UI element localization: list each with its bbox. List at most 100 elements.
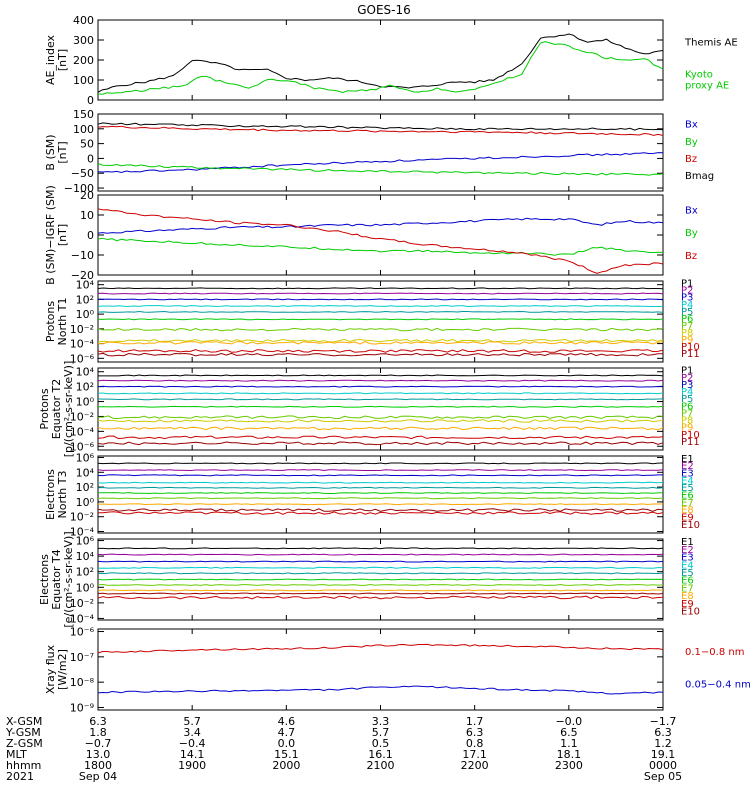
y-axis-label: [p/(cm²-s-sr-keV)] xyxy=(62,361,75,458)
ephemeris-date-end: Sep 05 xyxy=(644,770,682,783)
legend-entry: E10 xyxy=(681,607,700,618)
series-line-p9 xyxy=(97,426,664,431)
legend-entry: Bz xyxy=(685,251,697,262)
ephemeris-value: −0.0 xyxy=(555,715,582,728)
panel-frame xyxy=(97,455,664,534)
series-line-by xyxy=(97,237,664,256)
y-axis-label: Protons xyxy=(38,388,51,429)
ephemeris-value: −1.7 xyxy=(650,715,677,728)
legend-entry: 0.05−0.4 nm xyxy=(685,679,750,690)
panel-frame xyxy=(97,113,664,192)
series-line-e3 xyxy=(97,474,663,477)
y-tick-label: 100 xyxy=(73,123,94,136)
y-tick-label: 300 xyxy=(73,34,94,47)
y-axis-label: AE_index xyxy=(44,34,57,85)
panel-xray: 10⁻⁶ 10⁻⁷ 10⁻⁸ 10⁻⁹ Xray flux [W/m2] 0.1−0.8 n… xyxy=(44,626,750,715)
series-line-e4 xyxy=(97,481,664,484)
y-tick-label: 10² xyxy=(76,566,94,579)
legend-entry: E3 xyxy=(681,553,694,564)
ephemeris-value: 19.1 xyxy=(651,748,676,761)
series-line-p7 xyxy=(97,415,664,420)
legend-entry: E7 xyxy=(681,583,694,594)
y-tick-label: 10⁻⁸ xyxy=(70,676,95,689)
legend-entry: Bmag xyxy=(685,171,714,182)
ephemeris-value: 1.1 xyxy=(560,737,578,750)
series-line-e3 xyxy=(97,560,664,563)
legend-entry: P5 xyxy=(681,307,693,318)
series-line-e2 xyxy=(97,469,664,472)
panel-frame xyxy=(97,19,664,101)
y-tick-label: 10⁴ xyxy=(76,366,95,379)
legend-entry: E5 xyxy=(681,568,694,579)
series-line-e10 xyxy=(97,508,664,512)
series-line-p6 xyxy=(97,405,664,408)
series-line-p4 xyxy=(98,392,664,395)
series-line-by xyxy=(97,162,664,176)
legend-entry: E8 xyxy=(681,505,694,516)
legend-entry: P10 xyxy=(681,430,700,441)
y-tick-label: 10² xyxy=(76,481,94,494)
ephemeris-value: 5.7 xyxy=(183,715,201,728)
y-tick-label: 10⁴ xyxy=(76,279,95,292)
series-line-e9 xyxy=(97,595,664,600)
series-line-p9 xyxy=(97,341,664,345)
series-line-p2 xyxy=(97,292,664,295)
y-tick-label: 10² xyxy=(76,381,94,394)
series-line-bmag xyxy=(97,122,664,131)
series-line-p3 xyxy=(97,298,664,301)
ephemeris-value: 6.5 xyxy=(560,726,578,739)
y-tick-label: 20 xyxy=(80,189,94,202)
ephemeris-value: 0000 xyxy=(649,759,677,772)
legend-entry: E3 xyxy=(681,469,694,480)
y-axis-label: [W/m2] xyxy=(56,649,69,690)
series-line-p8 xyxy=(97,338,664,343)
legend-entry: P5 xyxy=(681,394,693,405)
y-tick-label: 10² xyxy=(76,293,94,306)
series-line-e6 xyxy=(97,578,664,581)
y-tick-label: 10⁻⁹ xyxy=(70,701,94,714)
series-line-e8 xyxy=(97,589,664,592)
panel-electrons_t4: 10⁶ 10⁴ 10² 10⁰ 10⁻² 10⁻⁴ Electrons Equator T4[… xyxy=(38,531,700,627)
legend-entry: P3 xyxy=(681,293,693,304)
ephemeris-value: 2100 xyxy=(367,759,395,772)
legend-entry: P11 xyxy=(681,349,700,360)
y-axis-label: B (SM)−IGRF (SM) xyxy=(44,185,57,285)
legend-entry: proxy AE xyxy=(685,81,729,92)
y-tick-label: 10⁻⁶ xyxy=(70,440,95,453)
ephemeris-value: 14.1 xyxy=(180,748,205,761)
y-tick-label: −20 xyxy=(71,269,94,282)
y-axis-label: Protons xyxy=(44,301,57,342)
legend-entry: P2 xyxy=(681,373,693,384)
ephemeris-value: 1800 xyxy=(84,759,112,772)
panel-ae: 0 100 200 300 400 AE_index [nT] Themis AE Kyotop… xyxy=(44,14,738,107)
legend-entry: E5 xyxy=(681,483,694,494)
ephemeris-value: 1.2 xyxy=(654,737,672,750)
series-line-p11 xyxy=(97,352,664,357)
ephemeris-value: 4.6 xyxy=(278,715,296,728)
y-tick-label: 0 xyxy=(87,229,94,242)
y-tick-label: 150 xyxy=(73,108,94,121)
y-axis-label: Equator T2 xyxy=(50,379,63,439)
y-tick-label: 0 xyxy=(87,94,94,107)
y-axis-label: Electrons xyxy=(38,554,51,605)
ephemeris-value: −0.4 xyxy=(179,737,206,750)
series-line-e1 xyxy=(97,462,664,465)
legend-entry: Themis AE xyxy=(684,38,738,49)
ephemeris-value: 0.8 xyxy=(466,737,484,750)
y-axis-label: [nT] xyxy=(56,141,69,163)
y-tick-label: 10⁻⁴ xyxy=(70,425,95,438)
y-tick-label: −10 xyxy=(71,249,94,262)
ephemeris-date-start: Sep 04 xyxy=(79,770,117,783)
y-tick-label: 10⁻⁴ xyxy=(70,338,95,351)
legend-entry: P11 xyxy=(681,437,700,448)
y-tick-label: 10⁴ xyxy=(76,466,95,479)
ephemeris-value: 16.1 xyxy=(368,748,393,761)
ephemeris-value: 15.1 xyxy=(274,748,299,761)
y-tick-label: 10⁰ xyxy=(76,581,95,594)
legend-entry: E7 xyxy=(681,498,694,509)
legend-entry: E4 xyxy=(681,476,694,487)
